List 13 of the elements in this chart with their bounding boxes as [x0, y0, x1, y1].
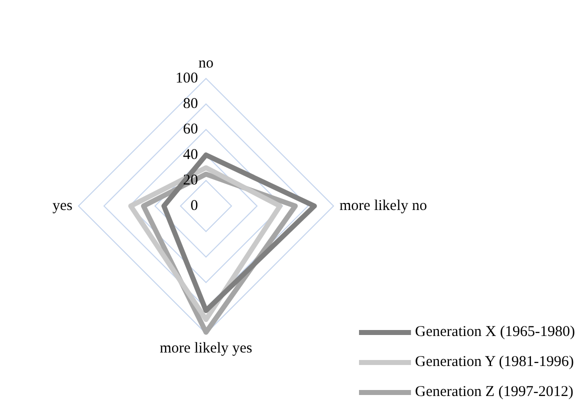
spoke-label: no [198, 55, 214, 72]
spoke-label: more likely yes [160, 340, 252, 356]
spoke-label: more likely no [340, 198, 428, 214]
y-tick-label: 100 [176, 70, 198, 86]
y-tick-label: 60 [183, 121, 198, 138]
legend-label: Generation X (1965-1980) [415, 324, 575, 340]
y-tick-label: 40 [183, 146, 198, 163]
y-tick-label: 0 [190, 198, 198, 214]
legend-label: Generation Z (1997-2012) [415, 384, 574, 400]
y-tick-label: 20 [183, 172, 198, 188]
spoke-label: yes [52, 198, 73, 214]
legend-label: Generation Y (1981-1996) [415, 354, 574, 370]
y-tick-label: 80 [183, 96, 198, 112]
